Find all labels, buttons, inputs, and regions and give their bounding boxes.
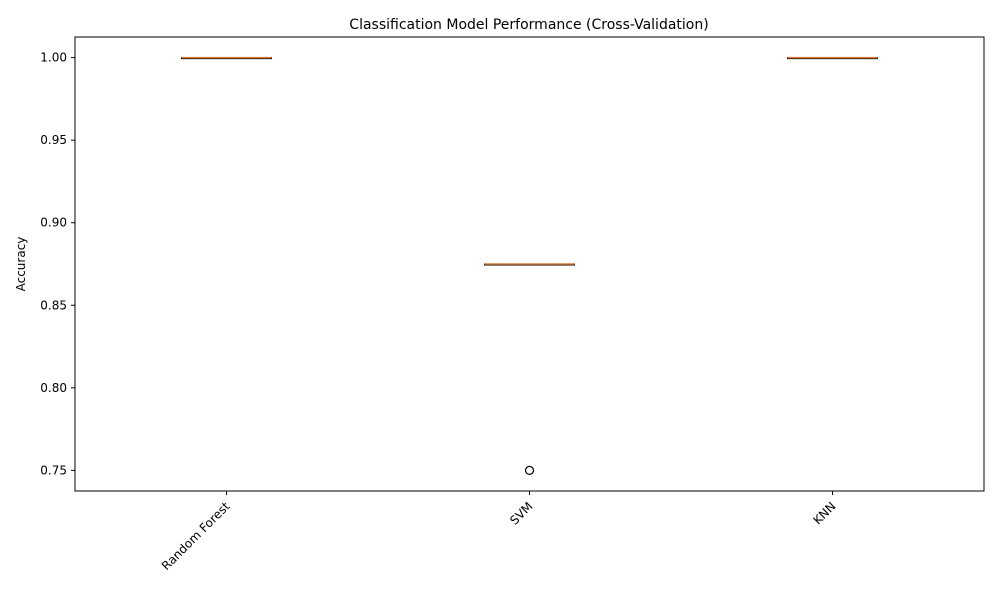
y-tick-label: 0.85 (40, 298, 67, 312)
y-tick-label: 0.75 (40, 463, 67, 477)
y-axis: 0.75 0.80 0.85 0.90 0.95 1.00 (40, 51, 75, 477)
y-tick-label: 0.90 (40, 216, 67, 230)
y-tick-label: 0.80 (40, 381, 67, 395)
box-group (787, 56, 878, 60)
chart-title: Classification Model Performance (Cross-… (349, 17, 708, 33)
y-tick-label: 1.00 (40, 51, 67, 65)
box-group (181, 56, 272, 60)
plot-area (181, 56, 878, 475)
y-axis-label: Accuracy (14, 237, 28, 292)
y-tick-label: 0.95 (40, 133, 67, 147)
box-group (484, 263, 575, 475)
outlier-point (524, 465, 535, 475)
